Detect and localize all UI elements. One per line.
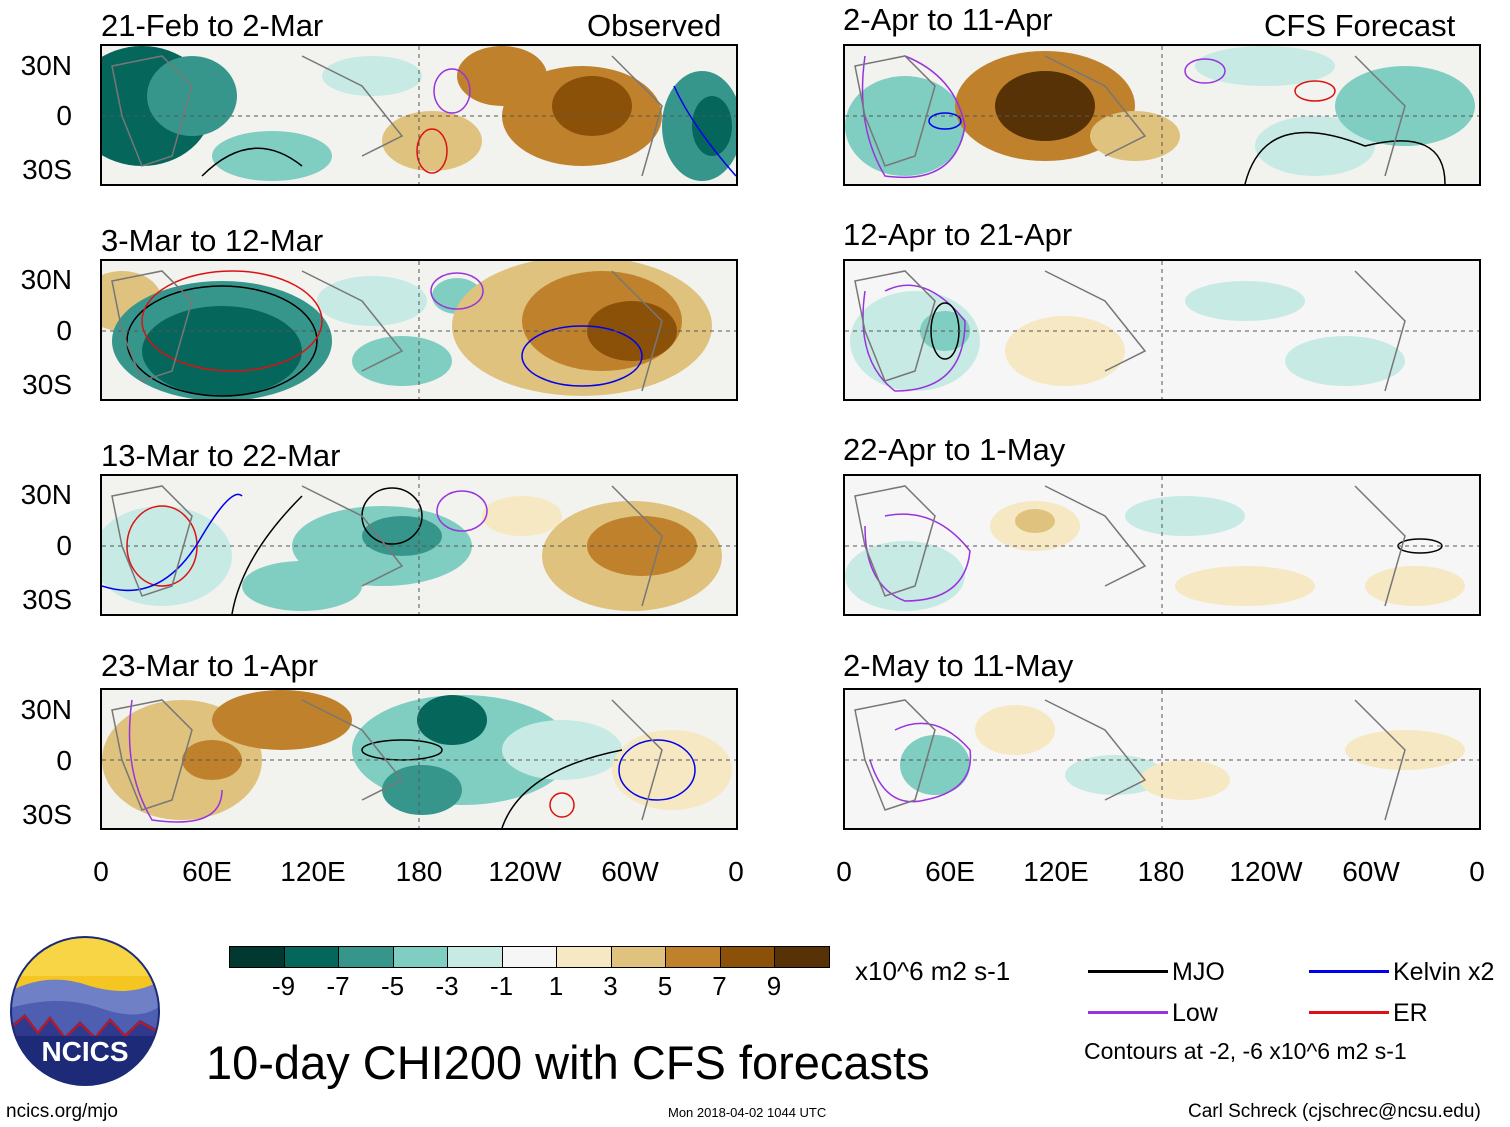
- lon-label: 60E: [182, 856, 232, 887]
- observed-label: Observed: [587, 8, 722, 43]
- lon-label: 0: [728, 856, 744, 887]
- main-title: 10-day CHI200 with CFS forecasts: [206, 1036, 930, 1089]
- colorbar-label: 9: [766, 971, 782, 1001]
- lat-label: 30N: [20, 50, 72, 81]
- panel-title-obs-3: 13-Mar to 22-Mar: [101, 438, 341, 473]
- map-panel-forecast-4: [843, 688, 1481, 830]
- lon-label: 60W: [1342, 856, 1400, 887]
- colorbar-swatch: [392, 946, 448, 968]
- map-panel-observed-3: [100, 474, 738, 616]
- legend-label-er: ER: [1393, 999, 1428, 1027]
- colorbar-swatch: [447, 946, 503, 968]
- lon-label: 120W: [488, 856, 562, 887]
- lat-label: 0: [56, 315, 72, 346]
- legend-label-mjo: MJO: [1172, 958, 1225, 986]
- colorbar-label: -9: [271, 971, 296, 1001]
- map-panel-observed-4: [100, 688, 738, 830]
- colorbar-label: -7: [326, 971, 350, 1001]
- forecast-label: CFS Forecast: [1264, 8, 1456, 43]
- lat-label: 30N: [20, 264, 72, 295]
- colorbar-swatch: [501, 946, 557, 968]
- panel-title-obs-4: 23-Mar to 1-Apr: [101, 648, 319, 683]
- lon-label: 180: [1137, 856, 1185, 887]
- lat-label: 30S: [22, 799, 72, 830]
- lon-label: 60W: [601, 856, 659, 887]
- map-panel-observed-1: [100, 44, 738, 186]
- lat-label: 30S: [22, 584, 72, 615]
- lon-label: 60E: [925, 856, 975, 887]
- lat-label: 30S: [22, 154, 72, 185]
- panel-title-fc-3: 22-Apr to 1-May: [843, 432, 1066, 467]
- logo-text: NCICS: [41, 1036, 129, 1067]
- colorbar-label: 1: [548, 971, 564, 1001]
- panel-title-obs-2: 3-Mar to 12-Mar: [101, 223, 324, 258]
- colorbar-label: 5: [657, 971, 673, 1001]
- colorbar-swatch: [774, 946, 830, 968]
- colorbar-swatch: [719, 946, 775, 968]
- credit: Carl Schreck (cjschrec@ncsu.edu): [1188, 1101, 1481, 1122]
- ncics-logo: NCICS: [10, 936, 160, 1086]
- map-panel-forecast-1: [843, 44, 1481, 186]
- legend-line-er: [1309, 1011, 1389, 1014]
- panel-title-obs-1: 21-Feb to 2-Mar: [101, 8, 324, 43]
- map-panel-observed-2: [100, 259, 738, 401]
- lat-label: 30N: [20, 694, 72, 725]
- panel-title-fc-1: 2-Apr to 11-Apr: [843, 2, 1053, 37]
- lat-label: 30S: [22, 369, 72, 400]
- lat-label: 0: [56, 100, 72, 131]
- lon-label: 120E: [1023, 856, 1089, 887]
- legend-line-low: [1088, 1011, 1168, 1014]
- lon-label: 120W: [1229, 856, 1303, 887]
- colorbar-units: x10^6 m2 s-1: [855, 956, 1011, 986]
- panel-title-fc-2: 12-Apr to 21-Apr: [843, 217, 1073, 252]
- lon-label: 120E: [280, 856, 346, 887]
- lat-label: 30N: [20, 479, 72, 510]
- colorbar-label: -3: [435, 971, 459, 1001]
- contour-note: Contours at -2, -6 x10^6 m2 s-1: [1084, 1038, 1407, 1064]
- lat-label: 0: [56, 745, 72, 776]
- timestamp: Mon 2018-04-02 1044 UTC: [668, 1105, 827, 1120]
- legend-line-kelvin: [1309, 970, 1389, 973]
- colorbar-swatch: [556, 946, 612, 968]
- lat-label: 0: [56, 530, 72, 561]
- colorbar-swatch: [283, 946, 339, 968]
- map-panel-forecast-3: [843, 474, 1481, 616]
- colorbar-swatch: [338, 946, 394, 968]
- colorbar-label: 7: [712, 971, 727, 1001]
- colorbar-label: 3: [603, 971, 618, 1001]
- legend-label-kelvin: Kelvin x2: [1393, 958, 1495, 986]
- lon-label: 180: [395, 856, 443, 887]
- legend-line-mjo: [1088, 970, 1168, 973]
- map-panel-forecast-2: [843, 259, 1481, 401]
- colorbar-swatch: [229, 946, 285, 968]
- colorbar-label: -1: [489, 971, 514, 1001]
- site-link[interactable]: ncics.org/mjo: [6, 1101, 118, 1122]
- lon-label: 0: [93, 856, 109, 887]
- legend-label-low: Low: [1172, 999, 1218, 1027]
- lon-label: 0: [1469, 856, 1485, 887]
- colorbar-swatch: [610, 946, 666, 968]
- lon-label: 0: [836, 856, 852, 887]
- panel-title-fc-4: 2-May to 11-May: [843, 648, 1074, 683]
- colorbar-swatch: [665, 946, 721, 968]
- colorbar-label: -5: [380, 971, 405, 1001]
